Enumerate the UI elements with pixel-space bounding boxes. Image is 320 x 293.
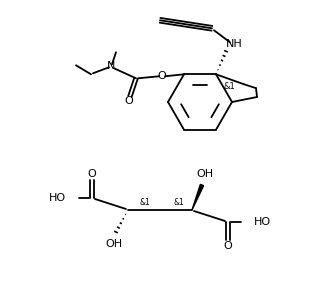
Text: &1: &1 (140, 198, 151, 207)
Text: O: O (158, 71, 166, 81)
Text: HO: HO (254, 217, 271, 227)
Text: &1: &1 (224, 82, 236, 91)
Text: OH: OH (196, 169, 213, 179)
Text: N: N (107, 61, 115, 71)
Text: O: O (124, 96, 133, 106)
Text: &1: &1 (174, 198, 185, 207)
Text: HO: HO (49, 193, 66, 203)
Text: O: O (88, 169, 96, 179)
Text: O: O (224, 241, 232, 251)
Text: NH: NH (226, 39, 242, 49)
Polygon shape (192, 184, 204, 210)
Text: OH: OH (105, 239, 123, 249)
